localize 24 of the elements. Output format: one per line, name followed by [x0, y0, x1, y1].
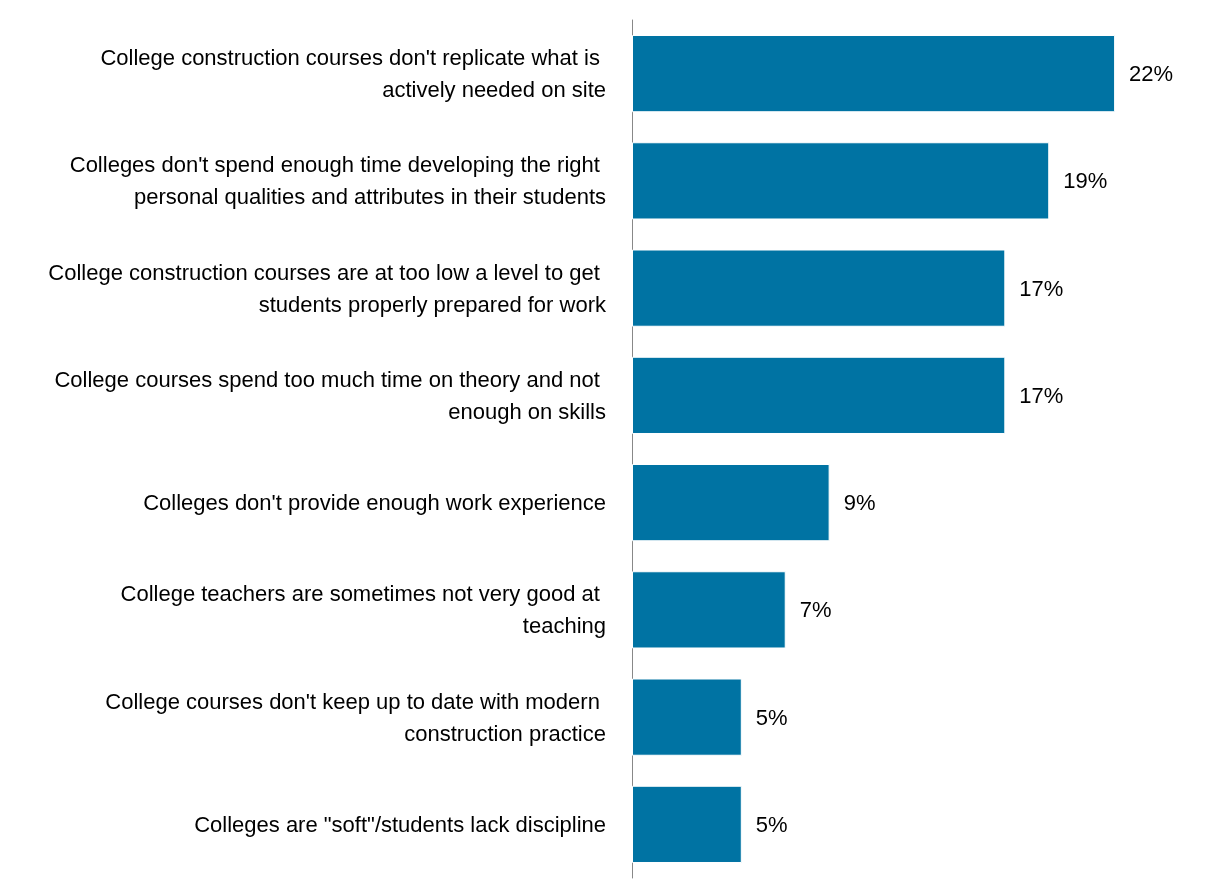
bar [632, 142, 1050, 220]
data-label: 7% [799, 597, 832, 623]
data-label: 9% [843, 490, 876, 516]
y-tick-label: Colleges don't provide enough work experience [143, 490, 606, 516]
y-tick-label: College teachers are sometimes not very good at teaching [120, 581, 606, 639]
y-tick-label: Colleges are "soft"/students lack discipline [194, 811, 606, 837]
bar [632, 464, 830, 542]
data-label: 19% [1063, 168, 1108, 194]
data-label: 17% [1019, 275, 1064, 301]
bar [632, 785, 742, 863]
bar [632, 571, 786, 649]
data-label: 17% [1019, 382, 1064, 408]
y-tick-label: Colleges don't spend enough time developing the right personal qualities and attributes in their students [69, 152, 606, 210]
bar [632, 35, 1116, 113]
data-label: 5% [755, 704, 788, 730]
y-tick-label: College construction courses are at too low a level to get students properly prepared for work [48, 259, 607, 317]
bar [632, 249, 1006, 327]
y-tick-label: College construction courses don't replicate what is actively needed on site [100, 45, 606, 103]
y-tick-label: College courses don't keep up to date with modern construction practice [105, 688, 606, 746]
data-label: 22% [1129, 61, 1174, 87]
bar [632, 356, 1006, 434]
y-tick-label: College courses spend too much time on theory and not enough on skills [54, 366, 606, 424]
bar [632, 678, 742, 756]
data-label: 5% [755, 811, 788, 837]
